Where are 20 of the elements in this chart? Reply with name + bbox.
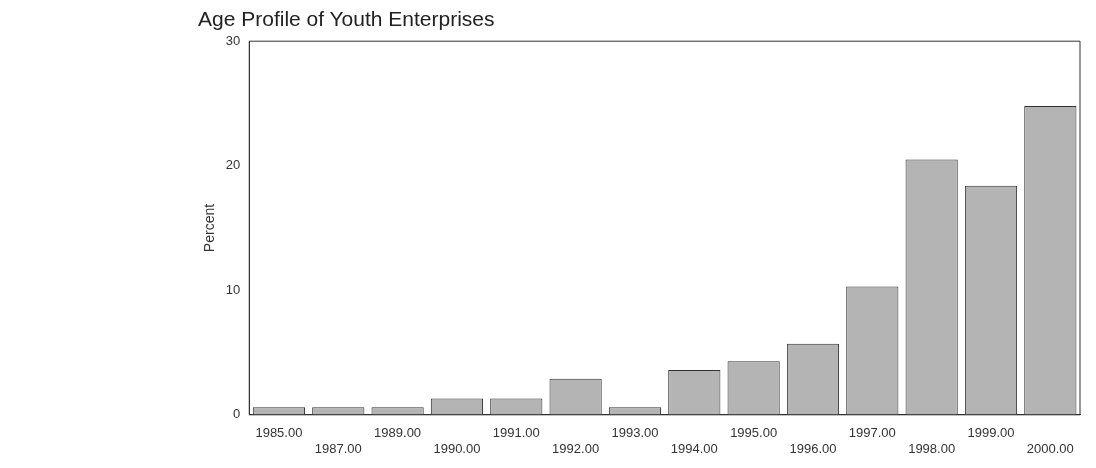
- y-tick-label: 0: [233, 406, 241, 422]
- x-tick-label: 1998.00: [908, 440, 956, 456]
- x-tick-label: 1999.00: [967, 425, 1015, 441]
- x-tick-label: 1997.00: [848, 425, 896, 441]
- x-tick-label: 1991.00: [492, 425, 540, 441]
- chart-title: Age Profile of Youth Enterprises: [198, 7, 495, 31]
- x-tick-label: 1990.00: [433, 440, 481, 456]
- x-tick-label: 1992.00: [552, 440, 600, 456]
- x-tick-label: 1985.00: [255, 425, 303, 441]
- x-tick-label: 1996.00: [789, 440, 837, 456]
- x-tick-label: 1987.00: [314, 440, 362, 456]
- y-axis-title: Percent: [201, 203, 218, 253]
- y-tick-label: 20: [225, 157, 241, 173]
- x-tick-label: 1993.00: [611, 425, 659, 441]
- x-tick-label: 2000.00: [1026, 440, 1074, 456]
- y-tick-label: 10: [225, 281, 241, 297]
- x-tick-label: 1995.00: [730, 425, 778, 441]
- x-tick-label: 1989.00: [374, 425, 422, 441]
- x-tick-label: 1994.00: [670, 440, 718, 456]
- y-tick-label: 30: [225, 32, 241, 48]
